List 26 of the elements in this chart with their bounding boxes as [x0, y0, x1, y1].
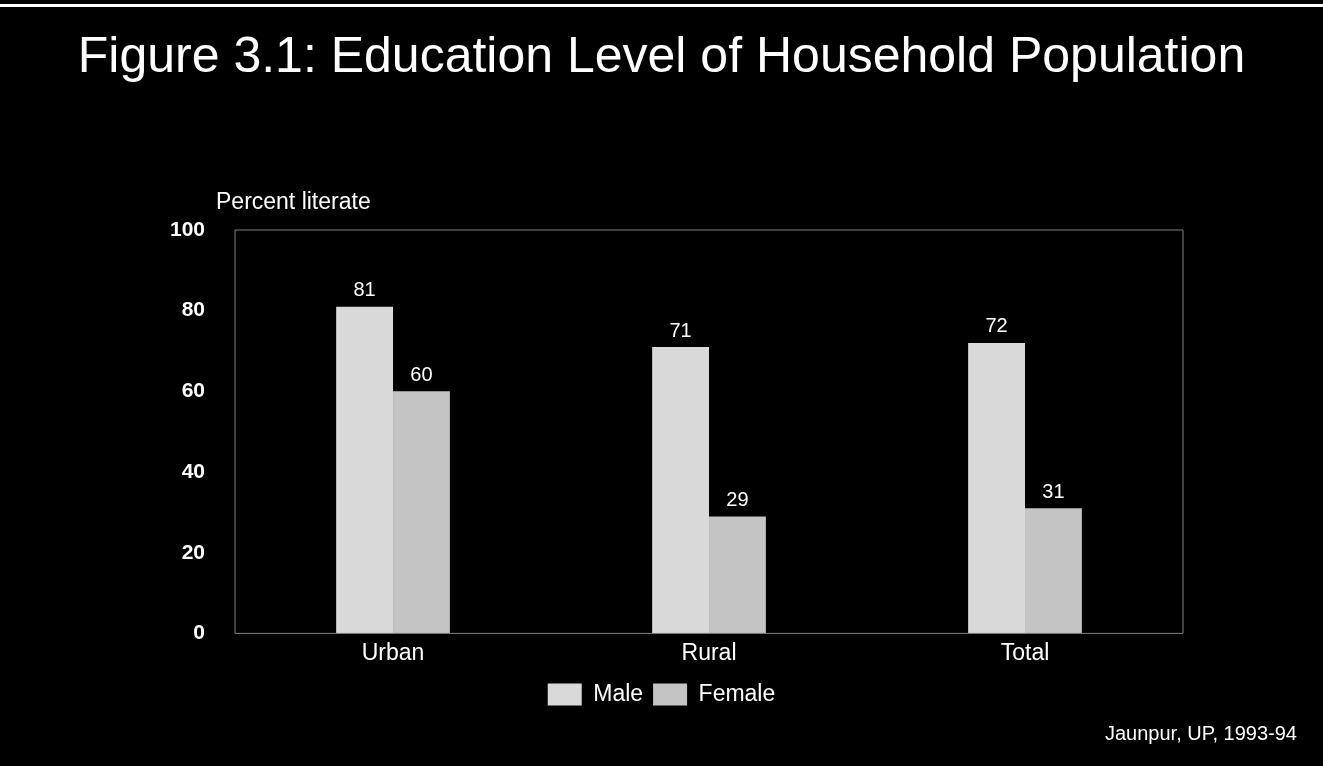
data-label: 29: [726, 487, 749, 510]
bar: [1025, 508, 1082, 634]
chart-title: Figure 3.1: Education Level of Household Population: [76, 26, 1247, 84]
legend-label: Female: [698, 679, 776, 706]
legend-label: Male: [593, 679, 644, 706]
y-tick-label: 60: [181, 378, 206, 402]
y-axis-title: Percent literate: [216, 188, 371, 215]
bar: [709, 516, 766, 634]
x-tick-label: Total: [1000, 638, 1050, 665]
bar: [652, 346, 710, 634]
y-tick-label: 80: [181, 297, 206, 321]
text: Jaunpur, UP, 1993-94: [1104, 722, 1297, 745]
x-tick-label: Rural: [681, 638, 737, 665]
x-tick-label: Urban: [361, 638, 425, 665]
data-label: 71: [669, 318, 692, 341]
bar: [336, 306, 394, 634]
y-tick-label: 0: [193, 620, 206, 644]
data-label: 60: [410, 362, 433, 385]
data-label: 81: [353, 278, 376, 301]
data-label: 31: [1042, 479, 1065, 502]
bar: [968, 342, 1026, 634]
y-tick-label: 100: [169, 216, 206, 240]
data-label: 72: [985, 314, 1008, 337]
bar: [393, 391, 450, 634]
y-tick-label: 20: [181, 539, 206, 563]
y-tick-label: 40: [181, 458, 206, 482]
